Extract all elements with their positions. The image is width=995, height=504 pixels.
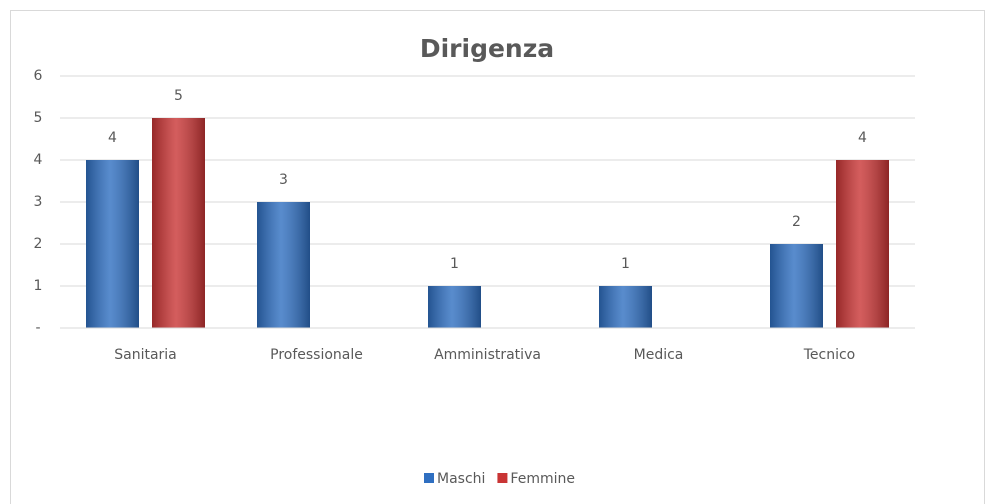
data-label: 4 <box>858 130 867 146</box>
y-tick-label: 1 <box>34 278 43 294</box>
y-tick-label: 5 <box>34 110 43 126</box>
bar <box>152 118 205 328</box>
bar <box>428 286 481 328</box>
y-tick-label: 3 <box>34 194 43 210</box>
bar <box>257 202 310 328</box>
legend-label: Maschi <box>437 471 485 487</box>
data-label: 3 <box>279 172 288 188</box>
chart-title: Dirigenza <box>420 34 554 63</box>
data-label: 1 <box>621 256 630 272</box>
legend-label: Femmine <box>510 471 575 487</box>
x-tick-label: Medica <box>634 347 684 363</box>
x-tick-label: Sanitaria <box>114 347 177 363</box>
y-tick-label: 6 <box>34 68 43 84</box>
bar <box>770 244 823 328</box>
data-label: 4 <box>108 130 117 146</box>
y-tick-label: 4 <box>34 152 43 168</box>
data-label: 2 <box>792 214 801 230</box>
x-tick-label: Amministrativa <box>434 347 541 363</box>
bar <box>86 160 139 328</box>
legend-swatch <box>497 473 508 483</box>
bar <box>599 286 652 328</box>
bar <box>836 160 889 328</box>
x-tick-label: Professionale <box>270 347 363 363</box>
data-label: 5 <box>174 88 183 104</box>
x-tick-label: Tecnico <box>803 347 856 363</box>
legend-swatch <box>424 473 434 483</box>
y-tick-label: - <box>35 320 40 336</box>
y-tick-label: 2 <box>34 236 43 252</box>
data-label: 1 <box>450 256 459 272</box>
